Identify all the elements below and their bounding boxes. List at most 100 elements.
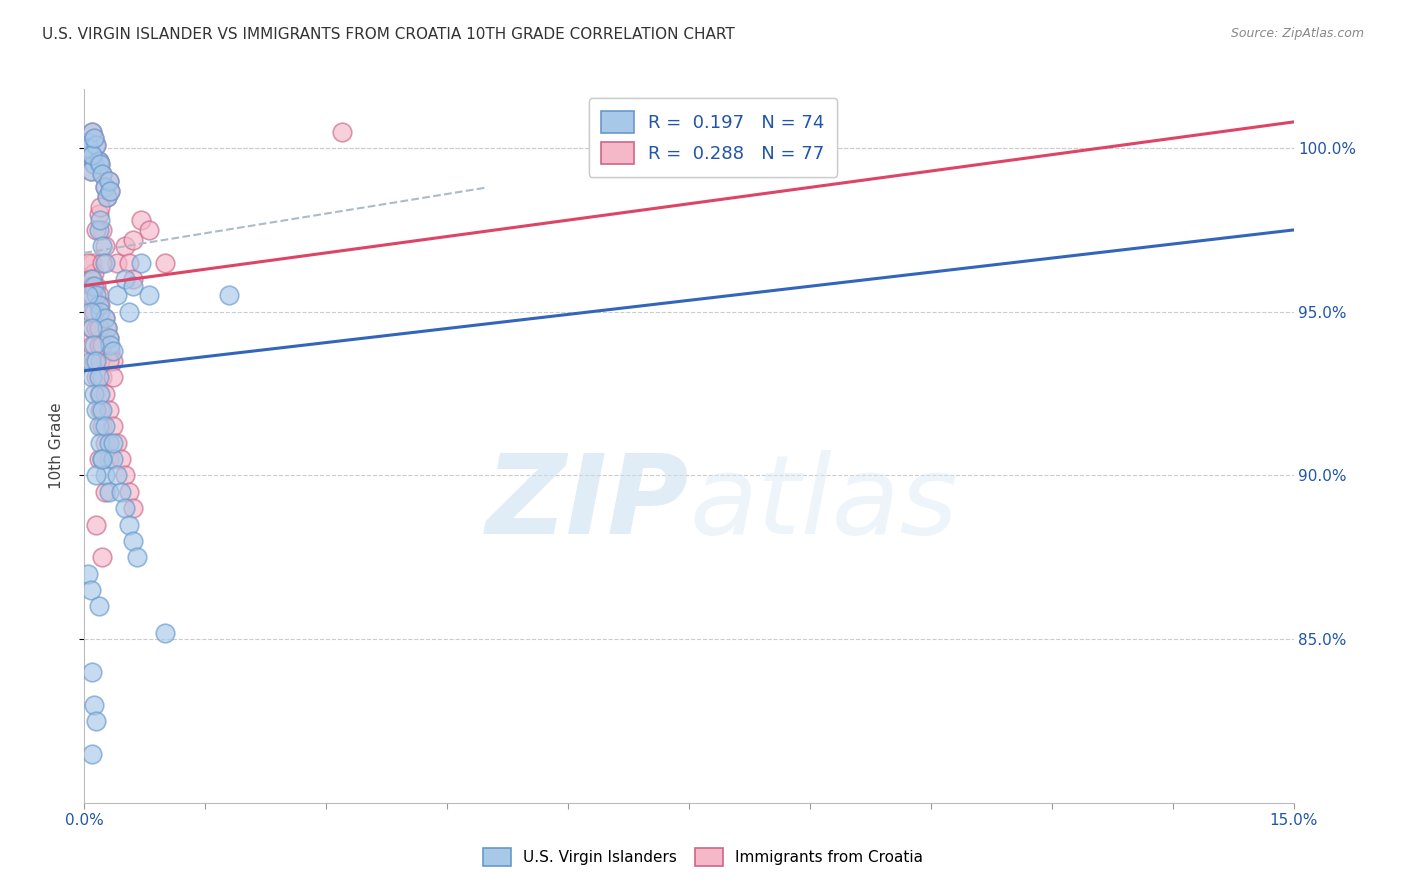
Point <box>87 599 110 614</box>
Point <box>91 167 114 181</box>
Point <box>82 255 104 269</box>
Point <box>87 419 110 434</box>
Point <box>105 288 128 302</box>
Point <box>101 354 124 368</box>
Point <box>89 157 111 171</box>
Point <box>114 468 136 483</box>
Point <box>91 223 114 237</box>
Point <box>98 184 121 198</box>
Point <box>82 370 104 384</box>
Point <box>93 255 115 269</box>
Point <box>83 157 105 171</box>
Point <box>121 533 143 548</box>
Point <box>82 278 104 293</box>
Point <box>86 354 108 368</box>
Point <box>83 386 105 401</box>
Point <box>82 288 104 302</box>
Point <box>87 337 110 351</box>
Point <box>96 190 118 204</box>
Point <box>87 288 110 302</box>
Point <box>97 435 120 450</box>
Point <box>77 255 100 269</box>
Point <box>97 174 120 188</box>
Point <box>96 321 118 335</box>
Point <box>129 213 152 227</box>
Point <box>93 484 115 499</box>
Point <box>82 125 104 139</box>
Point <box>121 278 143 293</box>
Point <box>91 452 114 467</box>
Point <box>93 180 115 194</box>
Y-axis label: 10th Grade: 10th Grade <box>49 402 63 490</box>
Point <box>87 452 110 467</box>
Point <box>101 370 124 384</box>
Point <box>77 135 100 149</box>
Point <box>82 337 104 351</box>
Point <box>121 272 143 286</box>
Point <box>97 484 120 499</box>
Point <box>82 147 104 161</box>
Point <box>87 154 110 169</box>
Point <box>91 452 114 467</box>
Point <box>87 298 110 312</box>
Point <box>86 370 108 384</box>
Point <box>87 370 110 384</box>
Point <box>114 239 136 253</box>
Text: Source: ZipAtlas.com: Source: ZipAtlas.com <box>1230 27 1364 40</box>
Point <box>86 517 108 532</box>
Point <box>77 288 100 302</box>
Point <box>91 239 114 253</box>
Legend: U.S. Virgin Islanders, Immigrants from Croatia: U.S. Virgin Islanders, Immigrants from C… <box>474 838 932 875</box>
Point <box>83 266 105 280</box>
Point <box>86 321 108 335</box>
Point <box>89 298 111 312</box>
Point <box>82 272 104 286</box>
Point <box>97 403 120 417</box>
Point <box>86 137 108 152</box>
Point <box>93 386 115 401</box>
Point <box>87 154 110 169</box>
Point <box>82 665 104 679</box>
Point <box>91 255 114 269</box>
Point <box>110 484 132 499</box>
Point <box>96 321 118 335</box>
Point <box>93 435 115 450</box>
Point <box>91 337 114 351</box>
Point <box>96 190 118 204</box>
Point <box>87 223 110 237</box>
Point <box>138 288 160 302</box>
Point <box>93 419 115 434</box>
Point <box>218 288 240 302</box>
Point <box>83 337 105 351</box>
Point <box>83 131 105 145</box>
Point <box>87 206 110 220</box>
Point <box>86 223 108 237</box>
Point <box>118 517 141 532</box>
Point <box>80 164 103 178</box>
Point <box>77 566 100 581</box>
Point <box>87 386 110 401</box>
Point <box>86 403 108 417</box>
Point <box>80 164 103 178</box>
Point <box>125 550 148 565</box>
Point <box>93 311 115 326</box>
Point <box>86 278 108 293</box>
Point <box>98 337 121 351</box>
Point <box>114 272 136 286</box>
Point <box>80 582 103 597</box>
Point <box>105 255 128 269</box>
Point <box>89 403 111 417</box>
Point <box>91 167 114 181</box>
Point <box>82 747 104 761</box>
Point <box>89 305 111 319</box>
Text: atlas: atlas <box>689 450 957 557</box>
Point <box>91 419 114 434</box>
Point <box>330 125 353 139</box>
Point <box>86 137 108 152</box>
Point <box>83 698 105 712</box>
Point <box>101 435 124 450</box>
Point <box>101 452 124 467</box>
Point <box>80 147 103 161</box>
Point <box>89 200 111 214</box>
Point <box>82 321 104 335</box>
